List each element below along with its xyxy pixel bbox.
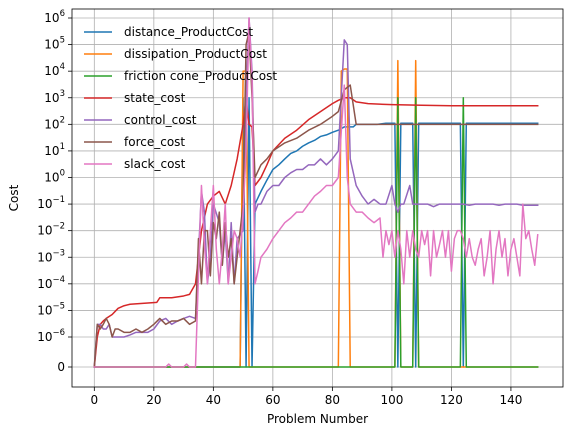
legend-entry-label: dissipation_ProductCost [124,47,267,61]
series-line-slack-cost [93,17,539,368]
x-tick-label: 140 [499,393,522,407]
legend-entry-label: distance_ProductCost [124,25,253,39]
y-tick-label: 106 [44,9,65,25]
series-line-distance-productcost [93,97,539,368]
y-tick-label: 100 [44,169,65,185]
y-tick-label: 103 [44,89,65,105]
series-line-control-cost [93,17,539,368]
series-lines [93,17,539,368]
x-tick-label: 40 [206,393,221,407]
legend-entry-label: state_cost [124,91,186,105]
series-line-force-cost [93,31,539,368]
y-tick-label: 101 [44,142,65,158]
y-tick-label: 10−6 [37,328,65,344]
legend-entry-label: friction cone_ProductCost [124,69,277,83]
legend: distance_ProductCost dissipation_ProductC… [84,25,277,171]
y-tick-label: 104 [44,62,65,78]
y-tick-label: 10−3 [37,248,65,264]
y-tick-label: 105 [44,36,65,52]
y-tick-label: 10−5 [37,301,65,317]
plot-frame [71,8,564,388]
y-tick-label: 10−4 [37,275,65,291]
y-tick-label: 10−1 [37,195,65,211]
legend-entry-label: force_cost [124,135,185,149]
y-tick-label: 0 [57,360,65,374]
x-tick-label: 20 [146,393,161,407]
y-axis-label: Cost [7,184,21,211]
grid [72,9,563,387]
x-axis-label: Problem Number [267,412,368,426]
y-tick-label: 10−2 [37,222,65,238]
x-tick-label: 80 [325,393,340,407]
x-ticks: 0 20 40 60 80 100 120 140 [90,387,522,407]
y-ticks: 0 10−6 10−5 10−4 10−3 10−2 10−1 100 101 102 103 104… [37,9,72,374]
x-tick-label: 120 [440,393,463,407]
x-tick-label: 60 [265,393,280,407]
x-tick-label: 100 [380,393,403,407]
series-line-state-cost [93,97,539,368]
legend-entry-label: control_cost [124,113,197,127]
series-line-friction-cone-productcost [93,97,539,368]
legend-entry-label: slack_cost [124,157,186,171]
x-tick-label: 0 [90,393,98,407]
y-tick-label: 102 [44,115,65,131]
